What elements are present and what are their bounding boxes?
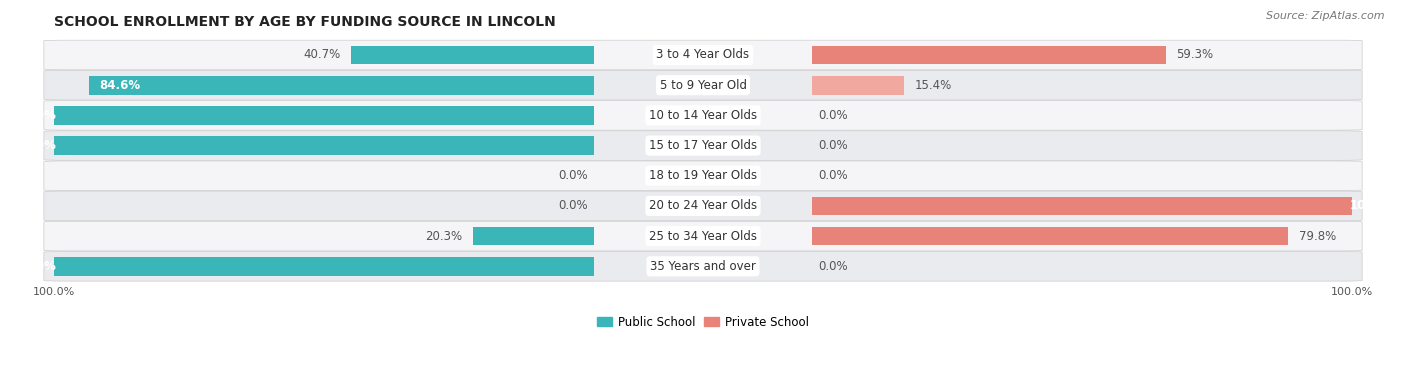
Text: 20 to 24 Year Olds: 20 to 24 Year Olds xyxy=(650,199,756,213)
Bar xyxy=(0,106,593,125)
Text: 84.6%: 84.6% xyxy=(100,79,141,92)
Bar xyxy=(0,136,593,155)
Text: SCHOOL ENROLLMENT BY AGE BY FUNDING SOURCE IN LINCOLN: SCHOOL ENROLLMENT BY AGE BY FUNDING SOUR… xyxy=(55,15,555,29)
FancyBboxPatch shape xyxy=(44,191,1362,221)
Text: 100.0%: 100.0% xyxy=(7,260,56,273)
Text: 0.0%: 0.0% xyxy=(558,199,588,213)
Text: 18 to 19 Year Olds: 18 to 19 Year Olds xyxy=(650,169,756,182)
Text: 25 to 34 Year Olds: 25 to 34 Year Olds xyxy=(650,230,756,243)
Text: 100.0%: 100.0% xyxy=(7,109,56,122)
Text: 0.0%: 0.0% xyxy=(818,169,848,182)
Bar xyxy=(472,227,593,245)
Text: 0.0%: 0.0% xyxy=(818,260,848,273)
Text: 40.7%: 40.7% xyxy=(304,49,340,61)
FancyBboxPatch shape xyxy=(44,40,1362,70)
Text: 3 to 4 Year Olds: 3 to 4 Year Olds xyxy=(657,49,749,61)
FancyBboxPatch shape xyxy=(44,101,1362,130)
Text: 10 to 14 Year Olds: 10 to 14 Year Olds xyxy=(650,109,756,122)
Bar xyxy=(813,76,904,95)
Text: 79.8%: 79.8% xyxy=(1299,230,1336,243)
Text: 59.3%: 59.3% xyxy=(1177,49,1213,61)
Text: 15.4%: 15.4% xyxy=(914,79,952,92)
FancyBboxPatch shape xyxy=(44,70,1362,100)
Text: 0.0%: 0.0% xyxy=(818,109,848,122)
Bar xyxy=(352,46,593,64)
Text: 35 Years and over: 35 Years and over xyxy=(650,260,756,273)
FancyBboxPatch shape xyxy=(44,161,1362,190)
Bar xyxy=(89,76,593,95)
Bar xyxy=(813,46,1166,64)
Bar xyxy=(0,257,593,276)
FancyBboxPatch shape xyxy=(44,221,1362,251)
Text: 15 to 17 Year Olds: 15 to 17 Year Olds xyxy=(650,139,756,152)
Bar xyxy=(813,227,1288,245)
Text: 5 to 9 Year Old: 5 to 9 Year Old xyxy=(659,79,747,92)
Text: 0.0%: 0.0% xyxy=(558,169,588,182)
Legend: Public School, Private School: Public School, Private School xyxy=(598,316,808,329)
FancyBboxPatch shape xyxy=(44,251,1362,281)
Text: 100.0%: 100.0% xyxy=(1350,199,1399,213)
Text: Source: ZipAtlas.com: Source: ZipAtlas.com xyxy=(1267,11,1385,21)
Bar xyxy=(813,196,1406,215)
Text: 0.0%: 0.0% xyxy=(818,139,848,152)
Text: 20.3%: 20.3% xyxy=(426,230,463,243)
Text: 100.0%: 100.0% xyxy=(7,139,56,152)
FancyBboxPatch shape xyxy=(44,131,1362,160)
